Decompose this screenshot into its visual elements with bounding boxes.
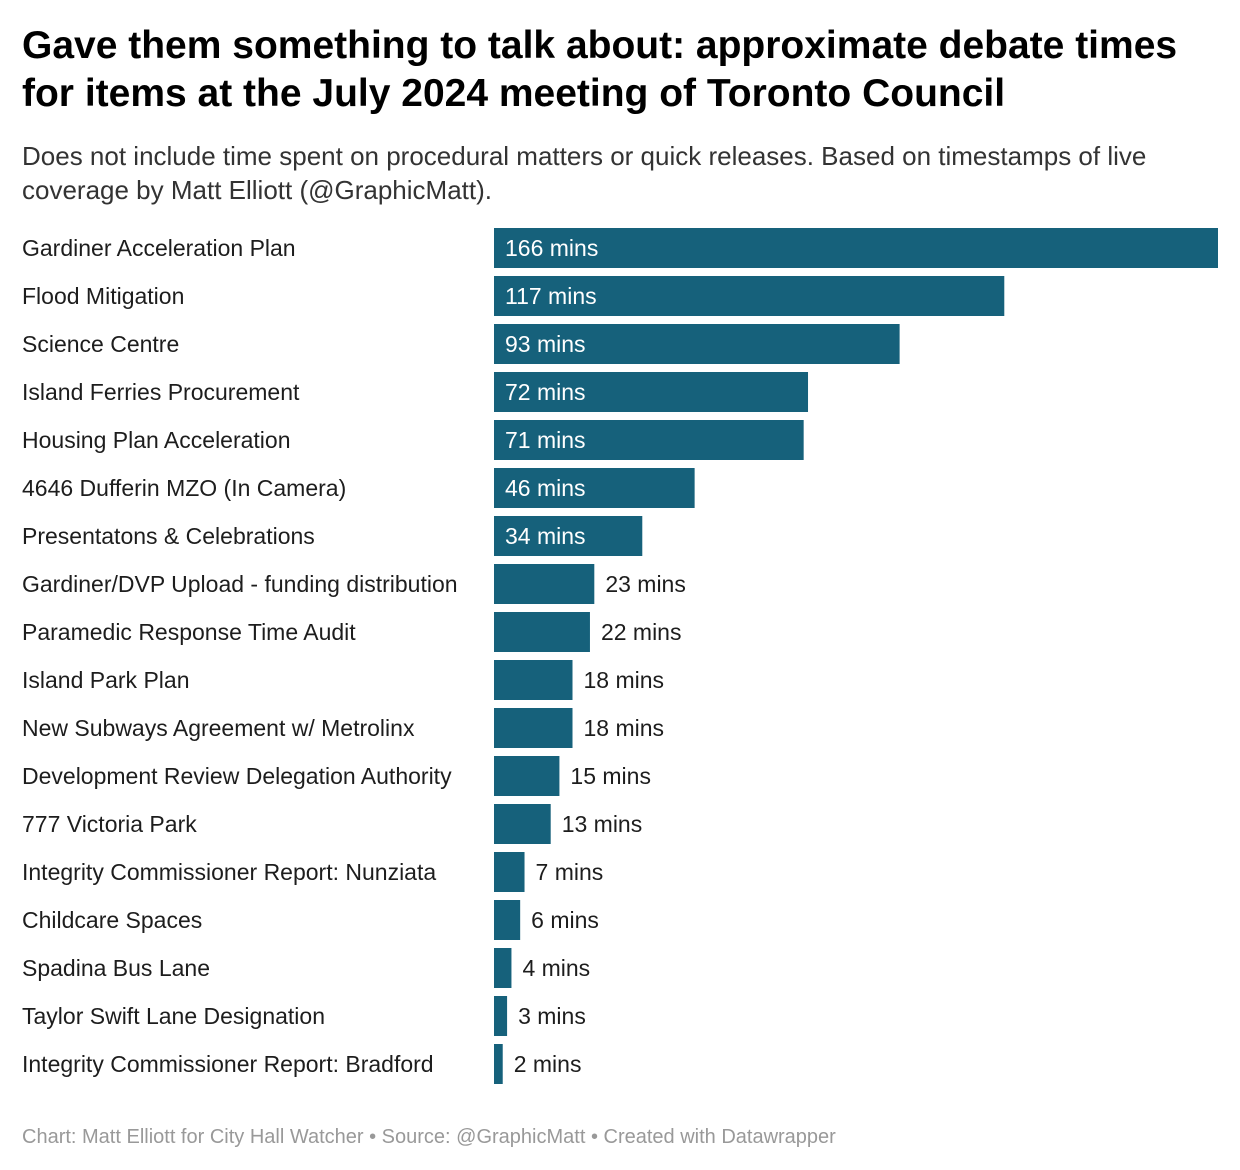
bar bbox=[494, 468, 695, 508]
value-label: 46 mins bbox=[505, 475, 586, 501]
bar bbox=[494, 276, 1005, 316]
category-label: 777 Victoria Park bbox=[22, 811, 197, 837]
value-label: 166 mins bbox=[505, 235, 598, 261]
category-label: Island Park Plan bbox=[22, 667, 189, 693]
category-label: Island Ferries Procurement bbox=[22, 379, 300, 405]
bar bbox=[494, 228, 1218, 268]
bar bbox=[494, 852, 525, 892]
bar bbox=[494, 1044, 503, 1084]
category-label: Presentatons & Celebrations bbox=[22, 523, 315, 549]
value-label: 2 mins bbox=[514, 1051, 582, 1077]
chart-title: Gave them something to talk about: appro… bbox=[22, 24, 1178, 115]
category-label: Science Centre bbox=[22, 331, 179, 357]
category-label: Childcare Spaces bbox=[22, 907, 202, 933]
value-label: 93 mins bbox=[505, 331, 586, 357]
bar bbox=[494, 420, 804, 460]
category-label: Paramedic Response Time Audit bbox=[22, 619, 356, 645]
bar bbox=[494, 708, 573, 748]
value-label: 13 mins bbox=[562, 811, 643, 837]
value-label: 23 mins bbox=[605, 571, 686, 597]
value-label: 22 mins bbox=[601, 619, 682, 645]
bar bbox=[494, 900, 521, 940]
value-label: 18 mins bbox=[584, 667, 665, 693]
value-label: 71 mins bbox=[505, 427, 586, 453]
category-label: Gardiner/DVP Upload - funding distributi… bbox=[22, 571, 458, 597]
bar bbox=[494, 612, 590, 652]
bar bbox=[494, 996, 508, 1036]
value-label: 7 mins bbox=[536, 859, 604, 885]
bar bbox=[494, 756, 560, 796]
category-label: Taylor Swift Lane Designation bbox=[22, 1003, 325, 1029]
bar bbox=[494, 324, 900, 364]
category-label: Spadina Bus Lane bbox=[22, 955, 210, 981]
chart-footer: Chart: Matt Elliott for City Hall Watche… bbox=[22, 1126, 836, 1148]
category-label: Flood Mitigation bbox=[22, 283, 184, 309]
bar bbox=[494, 804, 551, 844]
bar bbox=[494, 948, 512, 988]
bar bbox=[494, 516, 643, 556]
bar bbox=[494, 564, 595, 604]
bar bbox=[494, 372, 809, 412]
category-label: Integrity Commissioner Report: Bradford bbox=[22, 1051, 434, 1077]
category-label: Integrity Commissioner Report: Nunziata bbox=[22, 859, 436, 885]
category-label: New Subways Agreement w/ Metrolinx bbox=[22, 715, 415, 741]
category-label: Housing Plan Acceleration bbox=[22, 427, 291, 453]
value-label: 15 mins bbox=[570, 763, 651, 789]
value-label: 3 mins bbox=[518, 1003, 586, 1029]
value-label: 34 mins bbox=[505, 523, 586, 549]
chart-subtitle: Does not include time spent on procedura… bbox=[22, 141, 1147, 205]
value-label: 117 mins bbox=[505, 283, 597, 309]
value-label: 72 mins bbox=[505, 379, 586, 405]
category-label: Development Review Delegation Authority bbox=[22, 763, 452, 789]
category-label: Gardiner Acceleration Plan bbox=[22, 235, 296, 261]
bar-chart: Gardiner Acceleration Plan 166 mins Flood … bbox=[22, 228, 1218, 1084]
value-label: 18 mins bbox=[584, 715, 665, 741]
category-label: 4646 Dufferin MZO (In Camera) bbox=[22, 475, 346, 501]
value-label: 6 mins bbox=[531, 907, 599, 933]
bar bbox=[494, 660, 573, 700]
value-label: 4 mins bbox=[522, 955, 590, 981]
